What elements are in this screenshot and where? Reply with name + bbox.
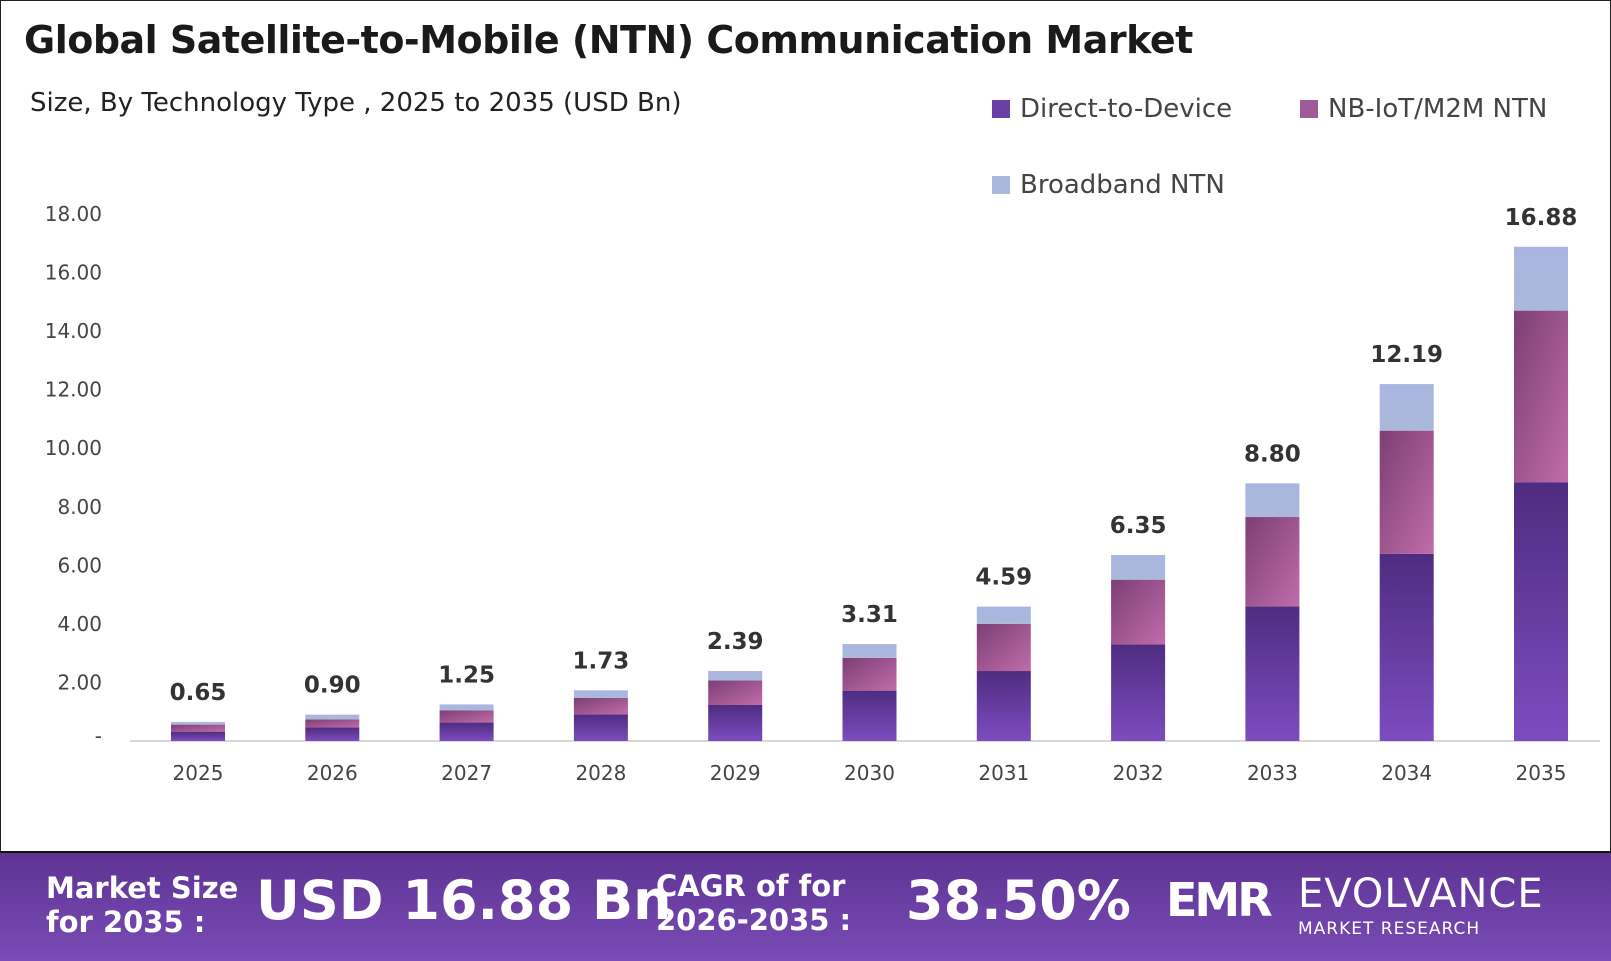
- logo-text: EVOLVANCE: [1298, 871, 1544, 917]
- total-data-label: 1.73: [573, 648, 630, 674]
- bar-segment-broadband-ntn: [1245, 483, 1300, 518]
- summary-banner: Market Size for 2035 : USD 16.88 Bn CAGR…: [0, 851, 1611, 961]
- legend-item-nbiot: NB-IoT/M2M NTN: [1300, 94, 1547, 124]
- bar-segment-broadband-ntn: [842, 644, 897, 658]
- y-tick-label: 2.00: [57, 670, 102, 694]
- bar-segment-direct-to-device: [171, 731, 225, 741]
- bar-segment-nb-iot-m2m-ntn: [573, 697, 628, 715]
- bar-segment-nb-iot-m2m-ntn: [1111, 579, 1166, 645]
- cagr-label: CAGR of for: [656, 869, 846, 903]
- bar-segment-nb-iot-m2m-ntn: [305, 719, 360, 728]
- bar-segment-nb-iot-m2m-ntn: [842, 657, 897, 691]
- legend-label: Direct-to-Device: [1020, 94, 1233, 124]
- x-tick-label: 2027: [441, 761, 492, 785]
- total-data-label: 6.35: [1110, 513, 1167, 539]
- cagr-label-2: 2026-2035 :: [656, 903, 852, 937]
- total-data-label: 1.25: [438, 662, 495, 688]
- stacked-bar-chart: - 2.00 4.00 6.00 8.00 10.00 12.00 14.00 16.00 18.…: [45, 202, 1600, 785]
- legend-label: Broadband NTN: [1020, 170, 1225, 200]
- legend-label: NB-IoT/M2M NTN: [1328, 94, 1548, 124]
- bar-segment-broadband-ntn: [708, 671, 763, 681]
- y-tick-label: 6.00: [57, 553, 102, 577]
- bar-segment-broadband-ntn: [976, 606, 1031, 624]
- bar-segment-nb-iot-m2m-ntn: [1379, 430, 1434, 554]
- bar-segment-direct-to-device: [1111, 644, 1166, 741]
- x-tick-label: 2031: [978, 761, 1029, 785]
- x-tick-label: 2029: [710, 761, 761, 785]
- bar-segment-broadband-ntn: [171, 721, 225, 725]
- bar-segment-direct-to-device: [305, 727, 360, 741]
- legend-item-broadband: Broadband NTN: [992, 170, 1225, 200]
- y-tick-label: 10.00: [45, 436, 102, 460]
- chart-title: Global Satellite-to-Mobile (NTN) Communi…: [24, 18, 1193, 62]
- x-tick-label: 2028: [575, 761, 626, 785]
- bar-segment-broadband-ntn: [573, 690, 628, 698]
- legend-item-direct: Direct-to-Device: [992, 94, 1232, 124]
- y-tick-label: 18.00: [45, 202, 102, 226]
- bar-segment-direct-to-device: [573, 714, 628, 741]
- bar-segment-broadband-ntn: [439, 704, 494, 711]
- legend-swatch: [992, 100, 1010, 118]
- x-tick-label: 2035: [1516, 761, 1567, 785]
- y-tick-label: 8.00: [57, 495, 102, 519]
- y-tick-label: 14.00: [45, 319, 102, 343]
- y-tick-label: 12.00: [45, 378, 102, 402]
- bar-segment-direct-to-device: [1514, 482, 1568, 741]
- x-tick-label: 2033: [1247, 761, 1298, 785]
- x-tick-label: 2026: [307, 761, 358, 785]
- logo-mark: EMR: [1166, 873, 1273, 927]
- bar-segment-direct-to-device: [842, 690, 897, 741]
- x-tick-label: 2034: [1381, 761, 1432, 785]
- market-size-label-2: for 2035 :: [46, 905, 206, 939]
- y-tick-label: 4.00: [57, 612, 102, 636]
- total-data-label: 12.19: [1370, 342, 1443, 368]
- total-data-label: 2.39: [707, 629, 764, 655]
- bar-segment-nb-iot-m2m-ntn: [1245, 517, 1300, 607]
- bar-segment-nb-iot-m2m-ntn: [1514, 310, 1568, 483]
- bar-segment-nb-iot-m2m-ntn: [171, 724, 225, 732]
- bar-segment-direct-to-device: [708, 704, 763, 741]
- x-tick-label: 2030: [844, 761, 895, 785]
- market-size-label: Market Size: [46, 871, 239, 905]
- bar-segment-nb-iot-m2m-ntn: [976, 623, 1031, 672]
- logo-subtext: MARKET RESEARCH: [1298, 919, 1481, 939]
- legend-swatch: [1300, 100, 1318, 118]
- bar-segment-broadband-ntn: [305, 714, 360, 720]
- y-tick-label: 16.00: [45, 261, 102, 285]
- legend-swatch: [992, 176, 1010, 194]
- bar-segment-nb-iot-m2m-ntn: [708, 680, 763, 705]
- total-data-label: 0.90: [304, 673, 361, 699]
- bar-segment-direct-to-device: [1245, 606, 1300, 741]
- bar-segment-broadband-ntn: [1379, 384, 1434, 431]
- market-size-value: USD 16.88 Bn: [256, 869, 672, 932]
- total-data-label: 4.59: [975, 565, 1032, 591]
- bar-segment-broadband-ntn: [1111, 555, 1166, 580]
- bar-segment-broadband-ntn: [1514, 246, 1568, 311]
- x-tick-label: 2032: [1113, 761, 1164, 785]
- bar-segment-nb-iot-m2m-ntn: [439, 710, 494, 723]
- bar-segment-direct-to-device: [976, 671, 1031, 741]
- cagr-value: 38.50%: [906, 869, 1131, 932]
- bar-segment-direct-to-device: [439, 722, 494, 741]
- total-data-label: 8.80: [1244, 441, 1301, 467]
- y-tick-label: -: [95, 724, 102, 748]
- total-data-label: 16.88: [1505, 205, 1578, 231]
- bar-segment-direct-to-device: [1379, 553, 1434, 741]
- total-data-label: 0.65: [170, 680, 227, 706]
- total-data-label: 3.31: [841, 602, 898, 628]
- x-tick-label: 2025: [173, 761, 224, 785]
- chart-subtitle: Size, By Technology Type , 2025 to 2035 …: [30, 88, 682, 118]
